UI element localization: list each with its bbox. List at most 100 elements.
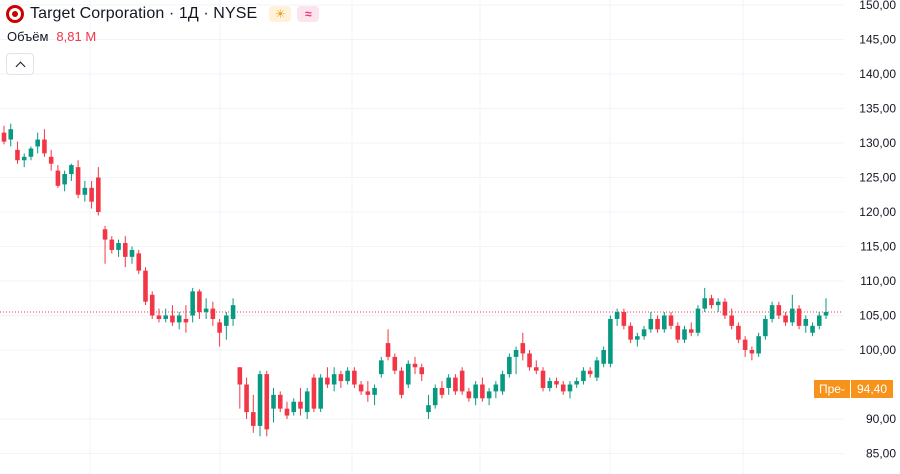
candle[interactable] xyxy=(345,367,350,385)
candle[interactable] xyxy=(453,374,458,395)
candle[interactable] xyxy=(291,398,297,416)
candle[interactable] xyxy=(170,305,175,326)
candle[interactable] xyxy=(149,291,155,319)
candle[interactable] xyxy=(311,374,317,413)
candle[interactable] xyxy=(749,346,755,361)
candle[interactable] xyxy=(567,381,573,399)
candle[interactable] xyxy=(587,367,593,378)
candle[interactable] xyxy=(298,387,303,416)
candle[interactable] xyxy=(143,267,148,306)
candle[interactable] xyxy=(230,298,236,326)
candle[interactable] xyxy=(823,298,829,319)
candle[interactable] xyxy=(42,129,47,157)
sun-icon[interactable]: ☀ xyxy=(269,6,292,22)
candle[interactable] xyxy=(183,305,189,333)
symbol-title[interactable]: Target Corporation · 1Д · NYSE xyxy=(30,5,258,22)
candle[interactable] xyxy=(15,141,20,164)
candle[interactable] xyxy=(628,322,633,344)
candle[interactable] xyxy=(769,301,775,323)
candle[interactable] xyxy=(419,363,425,382)
candle[interactable] xyxy=(224,312,229,340)
candle[interactable] xyxy=(560,381,566,395)
candle[interactable] xyxy=(75,160,81,199)
candle[interactable] xyxy=(405,360,411,388)
candle[interactable] xyxy=(122,236,128,268)
candle[interactable] xyxy=(426,394,431,419)
candle[interactable] xyxy=(176,312,182,330)
candle[interactable] xyxy=(446,374,451,395)
candle[interactable] xyxy=(109,236,115,254)
candle[interactable] xyxy=(432,384,438,409)
candle[interactable] xyxy=(554,377,559,388)
candle[interactable] xyxy=(486,387,492,406)
candle[interactable] xyxy=(507,353,512,378)
candle[interactable] xyxy=(473,381,478,406)
candle[interactable] xyxy=(156,308,162,323)
candle[interactable] xyxy=(756,332,761,357)
candle[interactable] xyxy=(695,305,701,337)
candle[interactable] xyxy=(722,298,728,319)
candle[interactable] xyxy=(217,318,222,347)
candle[interactable] xyxy=(244,377,249,419)
candle[interactable] xyxy=(790,294,795,326)
candle[interactable] xyxy=(8,123,14,147)
candle[interactable] xyxy=(513,346,519,375)
candle[interactable] xyxy=(257,370,263,437)
candle[interactable] xyxy=(601,346,606,368)
candle[interactable] xyxy=(48,149,54,171)
candle[interactable] xyxy=(96,167,101,216)
candle[interactable] xyxy=(28,146,34,161)
candle[interactable] xyxy=(635,332,640,347)
candle[interactable] xyxy=(190,287,195,323)
candle[interactable] xyxy=(284,401,290,419)
candle[interactable] xyxy=(668,312,674,330)
candle[interactable] xyxy=(547,377,553,392)
candle[interactable] xyxy=(682,325,687,344)
candle[interactable] xyxy=(237,367,243,409)
candle[interactable] xyxy=(277,391,283,413)
candle[interactable] xyxy=(385,329,391,361)
candle[interactable] xyxy=(136,249,142,275)
candle[interactable] xyxy=(318,374,323,413)
candle[interactable] xyxy=(520,332,526,361)
candle[interactable] xyxy=(648,312,654,333)
candle[interactable] xyxy=(688,322,694,337)
candle[interactable] xyxy=(82,180,88,202)
candle[interactable] xyxy=(540,367,546,392)
candle[interactable] xyxy=(742,336,748,357)
candle[interactable] xyxy=(709,294,714,309)
candle[interactable] xyxy=(500,370,505,395)
candle[interactable] xyxy=(594,356,600,382)
candle[interactable] xyxy=(163,308,168,323)
candle[interactable] xyxy=(35,132,40,154)
candle[interactable] xyxy=(527,350,532,371)
candle[interactable] xyxy=(641,325,647,340)
candle[interactable] xyxy=(203,298,209,319)
candle[interactable] xyxy=(116,239,121,257)
candle[interactable] xyxy=(796,305,802,330)
candle[interactable] xyxy=(129,246,135,264)
candle[interactable] xyxy=(803,315,809,333)
candle[interactable] xyxy=(493,381,499,399)
candle[interactable] xyxy=(466,387,472,402)
candle[interactable] xyxy=(816,312,822,330)
candle[interactable] xyxy=(1,125,7,145)
candle[interactable] xyxy=(574,377,579,388)
candle[interactable] xyxy=(271,387,276,423)
candle[interactable] xyxy=(365,381,371,402)
candle[interactable] xyxy=(729,308,734,330)
candle[interactable] xyxy=(783,312,788,326)
candle[interactable] xyxy=(655,315,660,333)
candle[interactable] xyxy=(702,287,708,313)
candle[interactable] xyxy=(763,315,768,340)
candle[interactable] xyxy=(304,387,310,419)
candle[interactable] xyxy=(439,381,445,399)
candle[interactable] xyxy=(399,367,404,399)
candle[interactable] xyxy=(810,322,815,337)
candle[interactable] xyxy=(480,377,485,402)
candle[interactable] xyxy=(608,315,613,368)
candle[interactable] xyxy=(379,356,384,378)
candle[interactable] xyxy=(55,165,61,188)
wave-icon[interactable]: ≈ xyxy=(297,6,320,22)
candle[interactable] xyxy=(736,322,741,344)
